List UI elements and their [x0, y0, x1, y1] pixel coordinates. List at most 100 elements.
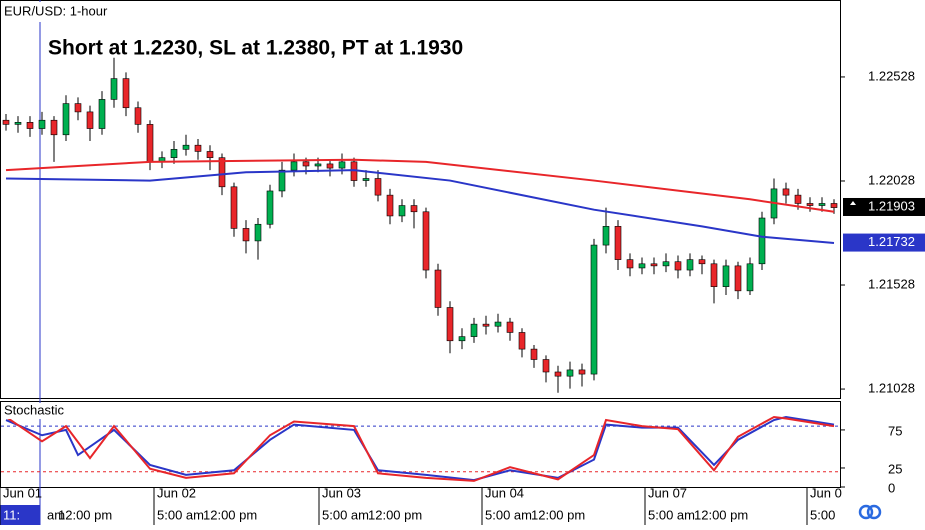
last-price-label: 1.21903: [868, 198, 915, 213]
candle-body: [482, 323, 490, 327]
candle-body: [458, 336, 466, 342]
candle-body: [206, 151, 214, 158]
y-tick-label: 1.22528: [868, 68, 915, 83]
candle-body: [602, 226, 610, 246]
candle-body: [338, 161, 346, 169]
candle-body: [302, 161, 310, 167]
candle-body: [74, 103, 82, 113]
date-label: Jun 02: [157, 485, 196, 500]
candle-body: [122, 78, 130, 109]
candle-body: [470, 323, 478, 337]
candle-body: [554, 371, 562, 377]
indicator-box: [2, 403, 70, 419]
crosshair-time-box: [0, 505, 40, 525]
candle-body: [374, 178, 382, 196]
y-tick-label: 1.21528: [868, 276, 915, 291]
candle-body: [14, 122, 22, 125]
candle-body: [638, 263, 646, 269]
candle-body: [86, 111, 94, 129]
date-label: Jun 07: [648, 485, 687, 500]
candle-body: [518, 332, 526, 350]
y-tick-label: 75: [888, 423, 902, 438]
time-label: 12:00 pm: [203, 507, 257, 522]
date-label: Jun 03: [322, 485, 361, 500]
stochastic-line: [5, 415, 835, 482]
candle-body: [62, 103, 70, 136]
stochastic-line: [5, 415, 835, 482]
candle-body: [314, 163, 322, 167]
time-label: am: [47, 507, 65, 522]
time-label: 12:00 pm: [694, 507, 748, 522]
refresh-icon[interactable]: [858, 504, 882, 520]
candle-body: [242, 228, 250, 242]
candle-body: [758, 217, 766, 265]
candle-body: [662, 261, 670, 267]
date-label: Jun 04: [485, 485, 524, 500]
candle-body: [794, 194, 802, 204]
ma-price-box: [843, 233, 925, 252]
time-label: 12:00 pm: [368, 507, 422, 522]
candle-body: [782, 188, 790, 196]
candle-body: [26, 122, 34, 129]
candle-body: [734, 265, 742, 292]
candle-body: [686, 259, 694, 271]
last-price-box: [843, 197, 925, 216]
ma-price-label: 1.21732: [868, 234, 915, 249]
symbol-label: EUR/USD: 1-hour: [4, 3, 108, 18]
time-label: 5:00 am: [648, 507, 695, 522]
candle-body: [398, 205, 406, 217]
y-tick-label: 0: [888, 480, 895, 495]
indicator-panel: [0, 401, 841, 488]
time-label: 11:: [3, 507, 20, 522]
candle-body: [290, 161, 298, 171]
candle-body: [386, 194, 394, 217]
candle-body: [410, 205, 418, 213]
candle-body: [362, 178, 370, 181]
candle-body: [98, 99, 106, 129]
y-tick-label: 25: [888, 461, 902, 476]
candle-body: [446, 307, 454, 342]
candle-body: [266, 190, 274, 225]
candle-body: [194, 144, 202, 152]
candle-body: [494, 321, 502, 327]
candle-body: [566, 369, 574, 377]
time-label: 5:00 am: [485, 507, 532, 522]
candle-body: [806, 203, 814, 206]
candle-body: [626, 259, 634, 269]
candle-body: [2, 119, 10, 125]
candle-body: [830, 203, 838, 208]
date-label: Jun 01: [3, 485, 42, 500]
moving-average: [5, 158, 835, 213]
candle-body: [530, 348, 538, 360]
symbol-box: [2, 2, 120, 22]
candle-body: [578, 369, 586, 375]
price-panel: [0, 0, 841, 399]
candle-body: [422, 211, 430, 271]
candle-body: [722, 265, 730, 287]
candle-body: [326, 163, 334, 169]
candle-body: [170, 149, 178, 158]
time-label: 5:00: [810, 507, 835, 522]
time-label: 12:00 pm: [58, 507, 112, 522]
candle-body: [254, 223, 262, 242]
candle-body: [50, 119, 58, 136]
candle-body: [134, 107, 142, 125]
candle-body: [674, 261, 682, 271]
last-price-marker: [850, 200, 856, 205]
candle-body: [182, 144, 190, 150]
indicator-label: Stochastic: [4, 402, 64, 417]
time-label: 12:00 pm: [531, 507, 585, 522]
moving-average: [5, 169, 835, 244]
y-tick-label: 1.21028: [868, 380, 915, 395]
candle-body: [818, 203, 826, 206]
candle-body: [434, 269, 442, 308]
candle-body: [146, 124, 154, 163]
candle-body: [698, 259, 706, 265]
candle-body: [614, 226, 622, 260]
time-label: 5:00 am: [157, 507, 204, 522]
chart-title: Short at 1.2230, SL at 1.2380, PT at 1.1…: [48, 37, 463, 60]
candle-body: [230, 186, 238, 229]
candle-body: [710, 263, 718, 287]
